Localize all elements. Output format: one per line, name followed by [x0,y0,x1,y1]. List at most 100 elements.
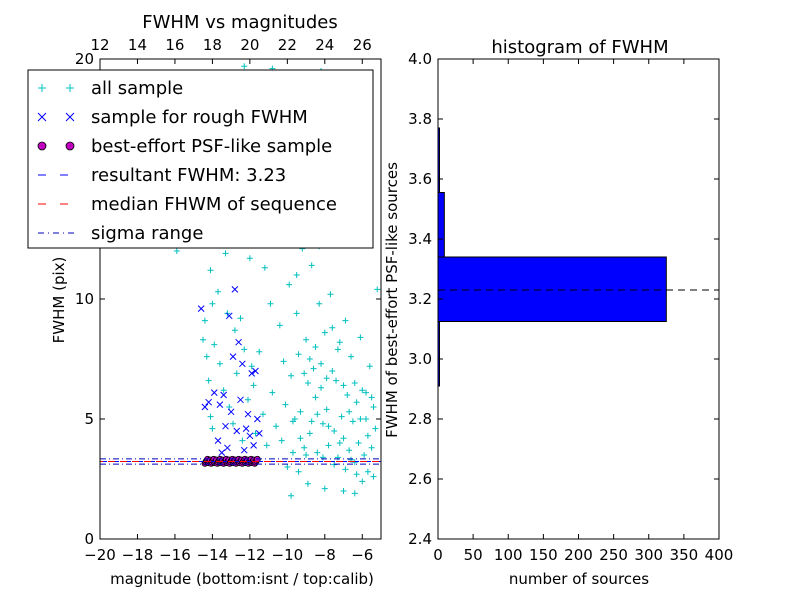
scatter-panel: FWHM vs magnitudes −20 −18 −16 −14 −12 −10 −8−… [27,12,382,588]
legend-label: resultant FWHM: 3.23 [91,165,286,186]
all-sample-point [340,435,347,442]
all-sample-point [241,346,248,353]
all-sample-point [312,344,319,350]
all-sample-point [370,473,377,480]
all-sample-point [346,447,353,454]
all-sample-point [334,346,341,353]
histogram-plot-area [437,127,719,387]
all-sample-point [342,466,349,473]
scatter-x-tick-label: −20 [84,546,116,564]
legend-entry: median FHWM of sequence [38,194,337,215]
scatter-top-x-ticks: 12 14 16 18 20 22 24 26 [90,36,371,54]
all-sample-point [293,272,300,278]
histogram-y-tick-label: 2.6 [408,470,432,488]
all-sample-point [259,411,266,418]
all-sample-point [201,317,208,324]
all-sample-point [364,432,371,439]
rough-sample-point [244,410,252,418]
all-sample-point [349,418,356,425]
rough-sample-point [252,367,259,375]
scatter-y-tick-label: 10 [75,290,94,308]
all-sample-point [359,387,366,394]
histogram-x-tick-label: 250 [599,546,628,564]
all-sample-point [297,435,304,442]
rough-sample-point [229,353,237,360]
all-sample-point [289,449,296,456]
all-sample-point [323,375,330,382]
rough-sample-point [233,427,241,435]
all-sample-point [319,420,326,427]
all-sample-point [336,339,343,346]
all-sample-point [256,348,263,355]
all-sample-point [353,471,360,478]
histogram-y-tick-label: 3.4 [408,230,432,248]
all-sample-point [237,315,244,322]
all-sample-point [297,408,304,415]
rough-sample-point [242,425,250,432]
all-sample-point [295,468,302,475]
all-sample-point [220,387,227,394]
histogram-y-ticks: 2.4 2.6 2.8 3.0 3.2 3.4 3.6 3.8 4.0 [408,50,719,548]
all-sample-point [333,377,340,384]
rough-sample-point [246,432,254,440]
all-sample-point [288,372,295,379]
all-sample-point [246,255,253,262]
scatter-x-tick-label: −6 [351,546,373,564]
legend-box [27,69,374,249]
rough-sample-point [222,422,229,430]
all-sample-point [308,418,315,425]
scatter-top-tick-label: 16 [165,36,184,54]
scatter-y-ticks: 0 5 10 20 [75,50,381,548]
histogram-x-tick-label: 0 [433,546,443,564]
all-sample-point [323,406,330,413]
all-sample-point [173,248,180,254]
all-sample-point [301,444,308,451]
all-sample-point [348,353,355,360]
all-sample-point [263,442,270,449]
scatter-x-tick-label: −16 [159,546,191,564]
rough-sample-point [227,408,235,416]
all-sample-point [226,404,233,410]
all-sample-point [346,408,353,415]
scatter-x-ticks: −20 −18 −16 −14 −12 −10 −8 −6 [84,59,373,564]
all-sample-point [304,480,311,487]
all-sample-point [241,63,248,70]
legend-entry: sigma range [38,223,203,244]
scatter-top-tick-label: 24 [315,36,334,54]
histogram-y-tick-label: 4.0 [408,50,432,68]
all-sample-point [248,363,255,370]
all-sample-point [374,286,381,293]
all-sample-point [312,394,319,401]
legend: all sample sample for rough FWHM best-effo… [27,69,374,249]
histogram-title: histogram of FWHM [491,37,668,58]
all-sample-point [351,380,358,386]
all-sample-point [329,324,336,331]
all-sample-point [340,382,347,389]
rough-sample-point [250,442,257,449]
scatter-top-tick-label: 22 [278,36,297,54]
rough-sample-point [214,437,222,444]
all-sample-point [306,430,313,437]
histogram-bar [437,192,445,258]
all-sample-point [244,396,251,403]
all-sample-point [327,291,334,298]
histogram-x-tick-label: 350 [670,546,699,564]
all-sample-point [325,442,332,449]
all-sample-point [334,454,341,461]
all-sample-point [222,250,229,257]
all-sample-point [205,377,212,384]
all-sample-point [331,428,338,434]
all-sample-point [293,310,300,317]
histogram-y-tick-label: 3.2 [408,290,432,308]
all-sample-point [209,425,216,432]
all-sample-point [366,363,373,370]
scatter-x-tick-label: −12 [234,546,266,564]
scatter-x-tick-label: −14 [197,546,229,564]
scatter-x-tick-label: −18 [122,546,154,564]
all-sample-point [336,440,343,446]
all-sample-point [207,413,214,420]
scatter-title: FWHM vs magnitudes [142,12,337,33]
all-sample-point [351,459,358,466]
all-sample-point [233,370,240,377]
all-sample-point [318,384,325,391]
